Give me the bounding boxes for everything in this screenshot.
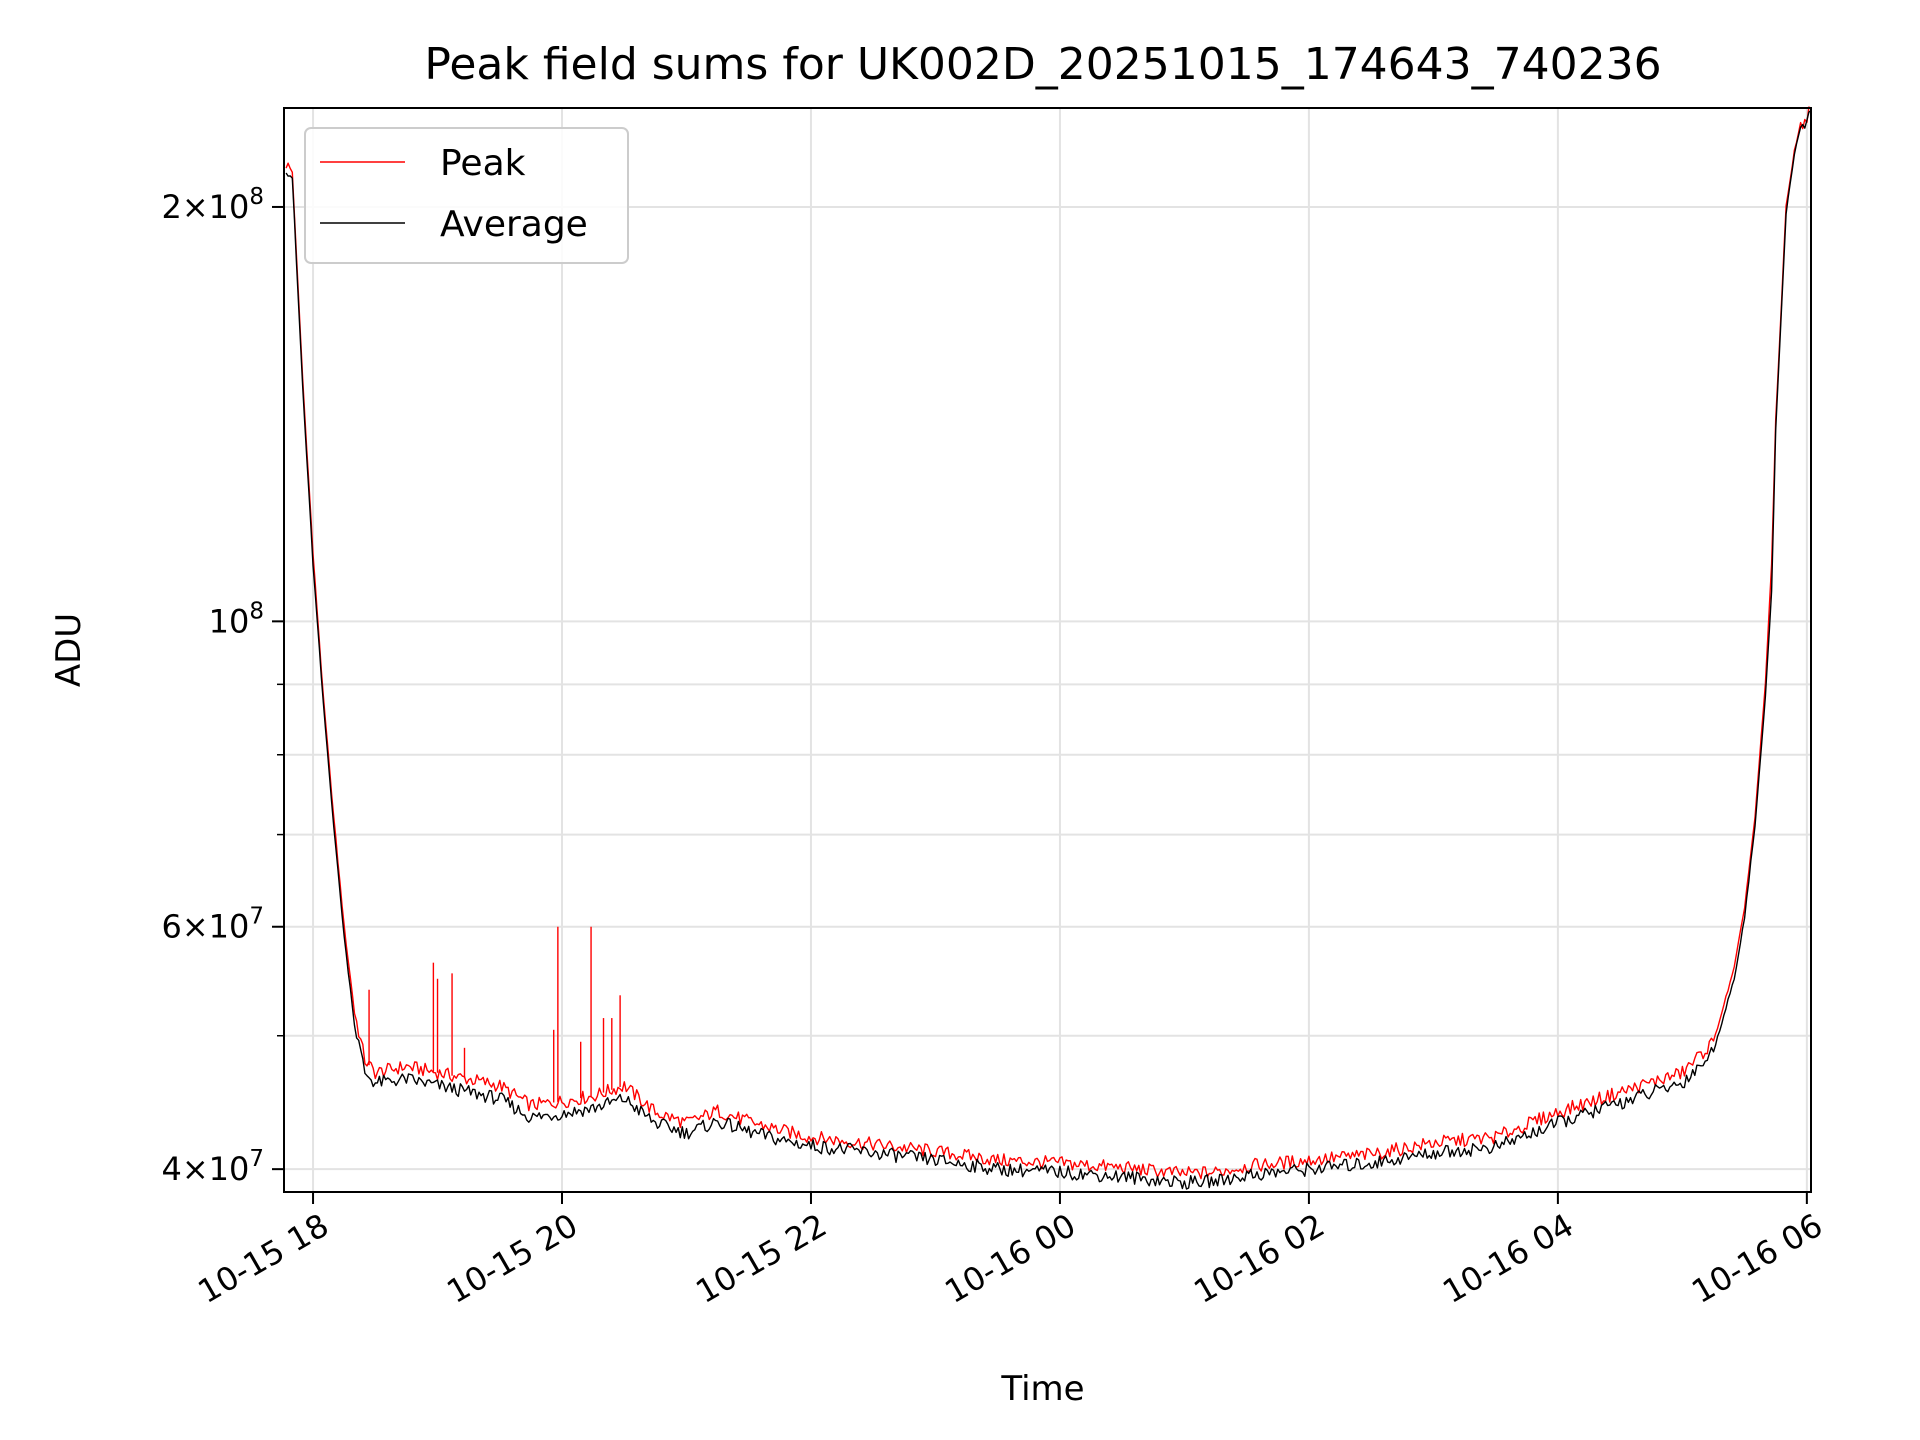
series-line-peak: [285, 106, 1812, 1180]
y-tick-label: 4×107: [161, 1146, 264, 1188]
legend-peak-label: Peak: [440, 143, 526, 184]
y-tick-label: 108: [209, 598, 264, 640]
legend: Peak Average: [304, 127, 629, 264]
y-tick-label: 6×107: [161, 904, 264, 946]
chart-title: Peak field sums for UK002D_20251015_1746…: [424, 39, 1661, 90]
y-tick-exponent: 7: [249, 1146, 264, 1172]
grid: [284, 108, 1811, 1192]
legend-average-label: Average: [440, 204, 588, 245]
y-tick-exponent: 8: [249, 598, 264, 624]
series-line-average: [285, 109, 1812, 1190]
y-tick-exponent: 8: [249, 184, 264, 210]
y-tick-exponent: 7: [249, 904, 264, 930]
series-lines: [285, 106, 1812, 1190]
plot-frame: [283, 107, 1812, 1193]
y-axis-label: ADU: [49, 613, 89, 687]
y-tick-label: 2×108: [161, 184, 264, 226]
y-tick-base: 4×10: [161, 1150, 249, 1188]
y-tick-base: 2×10: [161, 188, 249, 226]
x-axis-label: Time: [1000, 1369, 1084, 1409]
y-tick-base: 10: [209, 602, 250, 640]
y-tick-base: 6×10: [161, 908, 249, 946]
